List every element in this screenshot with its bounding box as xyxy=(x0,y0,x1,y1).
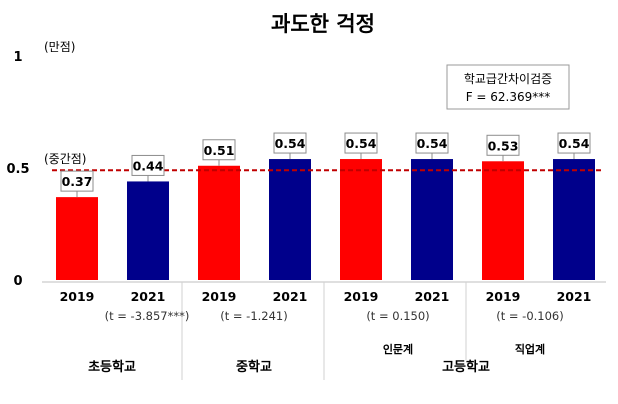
value-label-box xyxy=(60,170,94,192)
category-table: 2019 2021 2019 2021 2019 2021 2019 2021 (t = -3… xyxy=(42,281,606,380)
year-label: 2021 xyxy=(273,289,308,304)
value-label-box xyxy=(557,132,591,154)
bar xyxy=(482,161,524,280)
bar xyxy=(198,165,240,280)
y-tick-note: (중간점) xyxy=(44,152,86,166)
t-stat-label: (t = 0.150) xyxy=(366,309,429,323)
value-label: 0.54 xyxy=(275,136,306,151)
stat-box-value: F = 62.369*** xyxy=(466,90,551,104)
year-label: 2021 xyxy=(131,289,166,304)
year-label: 2021 xyxy=(415,289,450,304)
value-label: 0.54 xyxy=(346,136,377,151)
year-label: 2019 xyxy=(486,289,521,304)
group-label: 고등학교 xyxy=(442,359,490,375)
bar xyxy=(56,197,98,280)
t-stat-label: (t = -0.106) xyxy=(496,309,564,323)
subgroup-label: 직업계 xyxy=(515,342,545,356)
value-label-box xyxy=(131,154,165,176)
bar xyxy=(553,159,595,280)
y-tick-note: (만점) xyxy=(44,40,75,54)
t-stat-label: (t = -1.241) xyxy=(220,309,288,323)
bar xyxy=(340,159,382,280)
value-label-box xyxy=(202,139,236,161)
year-label: 2019 xyxy=(344,289,379,304)
value-label-box xyxy=(273,132,307,154)
value-labels: 0.37 0.44 0.51 0.54 0.54 0.54 0.53 0.54 xyxy=(60,132,591,198)
value-label: 0.44 xyxy=(133,158,164,173)
bar xyxy=(269,159,311,280)
value-label: 0.53 xyxy=(488,138,519,153)
y-axis-ticks: 1 (만점) 0.5 (중간점) 0 xyxy=(6,40,86,289)
bar-series xyxy=(56,159,595,280)
stat-box-frame xyxy=(446,64,570,110)
value-label-box xyxy=(344,132,378,154)
value-label: 0.54 xyxy=(559,136,590,151)
group-label: 중학교 xyxy=(236,359,272,375)
stat-box: 학교급간차이검증 F = 62.369*** xyxy=(446,64,570,110)
value-label: 0.51 xyxy=(204,143,235,158)
bar xyxy=(411,159,453,280)
chart-title: 과도한 걱정 xyxy=(271,12,375,36)
year-label: 2021 xyxy=(557,289,592,304)
stat-box-title: 학교급간차이검증 xyxy=(464,72,552,86)
value-label-box xyxy=(486,134,520,156)
year-label: 2019 xyxy=(60,289,95,304)
value-label: 0.54 xyxy=(417,136,448,151)
value-label-box xyxy=(415,132,449,154)
year-labels: 2019 2021 2019 2021 2019 2021 2019 2021 xyxy=(60,289,592,304)
subgroup-label: 인문계 xyxy=(383,342,413,356)
y-tick-label: 0 xyxy=(13,274,22,289)
group-label: 초등학교 xyxy=(88,359,136,375)
year-label: 2019 xyxy=(202,289,237,304)
value-label: 0.37 xyxy=(62,174,93,189)
y-tick-label: 1 xyxy=(13,50,22,65)
t-stat-label: (t = -3.857***) xyxy=(105,309,190,323)
y-tick-label: 0.5 xyxy=(6,162,29,177)
bar xyxy=(127,181,169,280)
